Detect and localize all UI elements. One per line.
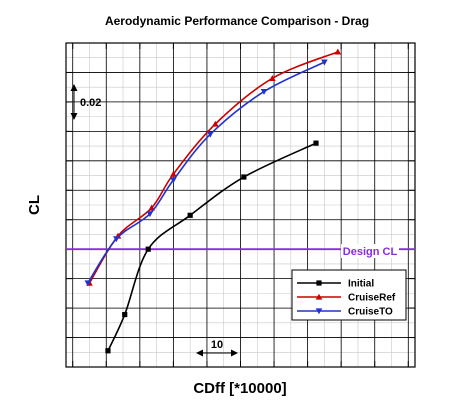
data-point-cruiseto [321,59,328,66]
series-layer [84,48,342,354]
x-axis-label: CDff [*10000] [193,380,286,397]
data-point-cruiseto [260,88,268,95]
major-grid [66,42,415,368]
design-cl-label-box [341,244,399,258]
legend-label-initial: Initial [348,279,374,290]
x-scale-label: 10 [211,339,223,351]
legend: Initial CruiseRef CruiseTO [291,269,407,321]
x-scale-annotation: 10 [196,339,238,357]
axis-ticks [66,42,415,368]
legend-item-cruiseto: CruiseTO [297,307,393,318]
data-point-initial [105,348,111,354]
series-line-initial [107,142,317,352]
legend-marker-initial [316,280,322,286]
legend-marker-cruiseto [315,308,323,315]
data-point-cruiseto [146,211,154,218]
data-point-cruiseto [113,236,120,243]
data-point-initial [187,212,193,218]
legend-item-initial: Initial [297,279,374,290]
data-point-cruiseref [212,120,219,127]
data-point-cruiseref [170,170,177,177]
x-scale-arrow-left-icon [196,349,203,357]
legend-label-cruiseref: CruiseRef [348,293,396,304]
data-point-cruiseto [84,280,92,287]
y-scale-arrow-down-icon [70,113,78,120]
data-point-cruiseref [269,75,276,81]
legend-item-cruiseref: CruiseRef [297,293,396,304]
legend-items: Initial CruiseRef CruiseTO [297,279,396,318]
series-cruiseto [84,59,328,287]
data-point-cruiseref [334,48,342,55]
y-scale-label: 0.02 [80,97,101,109]
data-point-initial [145,246,151,252]
data-point-cruiseto [206,131,214,138]
data-point-initial [122,311,128,318]
x-scale-arrow-right-icon [231,349,238,357]
reference-line-group: Design CL [66,244,415,258]
data-point-initial [241,174,247,180]
y-axis-label: CL [26,195,43,215]
legend-marker-cruiseref [315,293,323,300]
design-cl-label: Design CL [343,246,398,258]
data-point-initial [313,140,319,146]
series-initial [105,140,319,354]
y-scale-annotation: 0.02 [70,84,101,120]
data-point-cruiseto [170,177,177,184]
chart-title: Aerodynamic Performance Comparison - Dra… [105,14,369,28]
series-cruiseref [86,48,342,286]
legend-label-cruiseto: CruiseTO [348,307,393,318]
y-scale-arrow-up-icon [70,84,78,91]
